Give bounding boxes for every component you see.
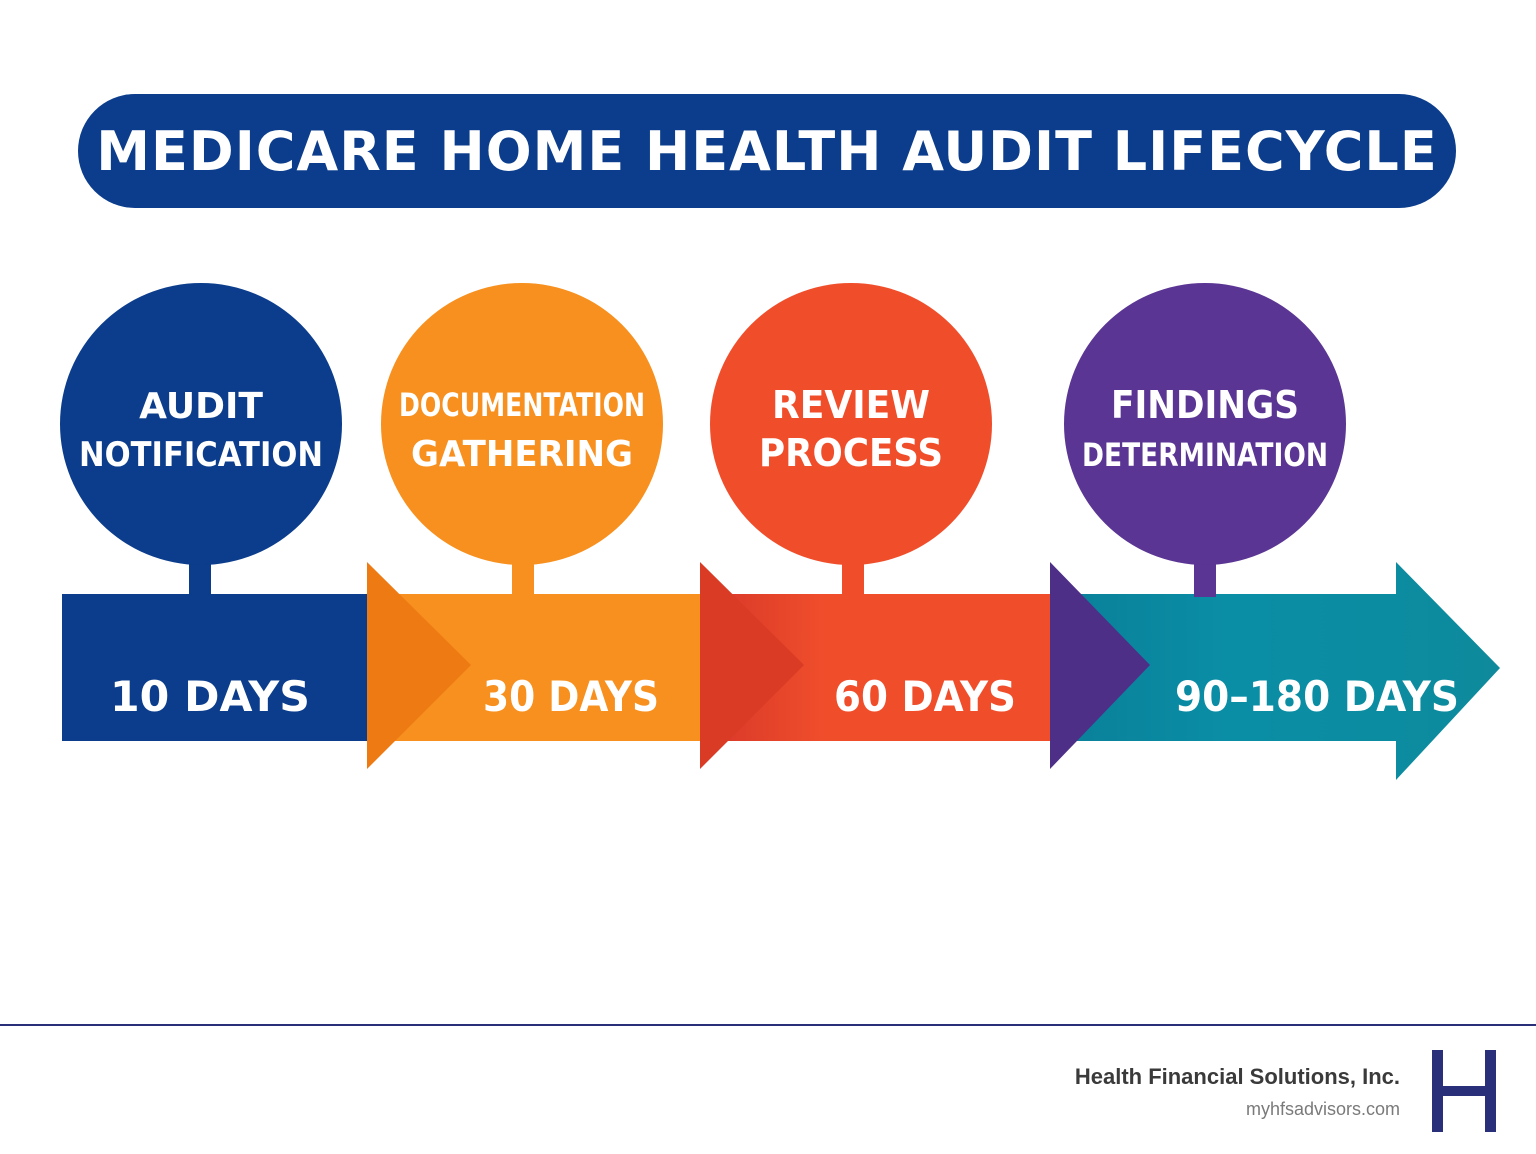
stage-circle-documentation-gathering (381, 283, 663, 565)
stage-1-label-line1: AUDIT (139, 386, 263, 427)
band-segment-1 (62, 594, 379, 741)
stage-3-duration: 60 DAYS (834, 672, 1016, 721)
stem-3 (842, 555, 864, 597)
stage-4-duration: 90–180 DAYS (1175, 672, 1459, 721)
stage-1-duration: 10 DAYS (110, 672, 310, 721)
stage-1-label-line2: NOTIFICATION (79, 435, 323, 475)
stage-3-label-line2: PROCESS (759, 431, 943, 475)
company-name: Health Financial Solutions, Inc. (1074, 1064, 1400, 1089)
stage-2-duration: 30 DAYS (483, 672, 659, 721)
chevron-3-icon (1050, 562, 1150, 769)
stage-circle-findings-determination (1064, 283, 1346, 565)
page-title: MEDICARE HOME HEALTH AUDIT LIFECYCLE (96, 119, 1438, 183)
chevron-2-icon (700, 562, 804, 769)
stage-circle-review-process (710, 283, 992, 565)
stage-4-label-line1: FINDINGS (1111, 383, 1299, 427)
stage-3-label-line1: REVIEW (772, 383, 930, 427)
stem-1 (189, 555, 211, 597)
stage-2-label-line2: GATHERING (411, 434, 633, 475)
stem-4 (1194, 555, 1216, 597)
title-banner: MEDICARE HOME HEALTH AUDIT LIFECYCLE (78, 94, 1456, 208)
stem-2 (512, 555, 534, 597)
stage-4-label-line2: DETERMINATION (1082, 436, 1328, 474)
company-logo-h-icon (1432, 1050, 1496, 1132)
stage-2-label-line1: DOCUMENTATION (399, 386, 645, 424)
company-url: myhfsadvisors.com (1245, 1099, 1400, 1119)
band-segment-4 (1050, 562, 1500, 780)
stage-circle-audit-notification (60, 283, 342, 565)
footer-divider (0, 1024, 1536, 1026)
chevron-1-icon (367, 562, 471, 769)
